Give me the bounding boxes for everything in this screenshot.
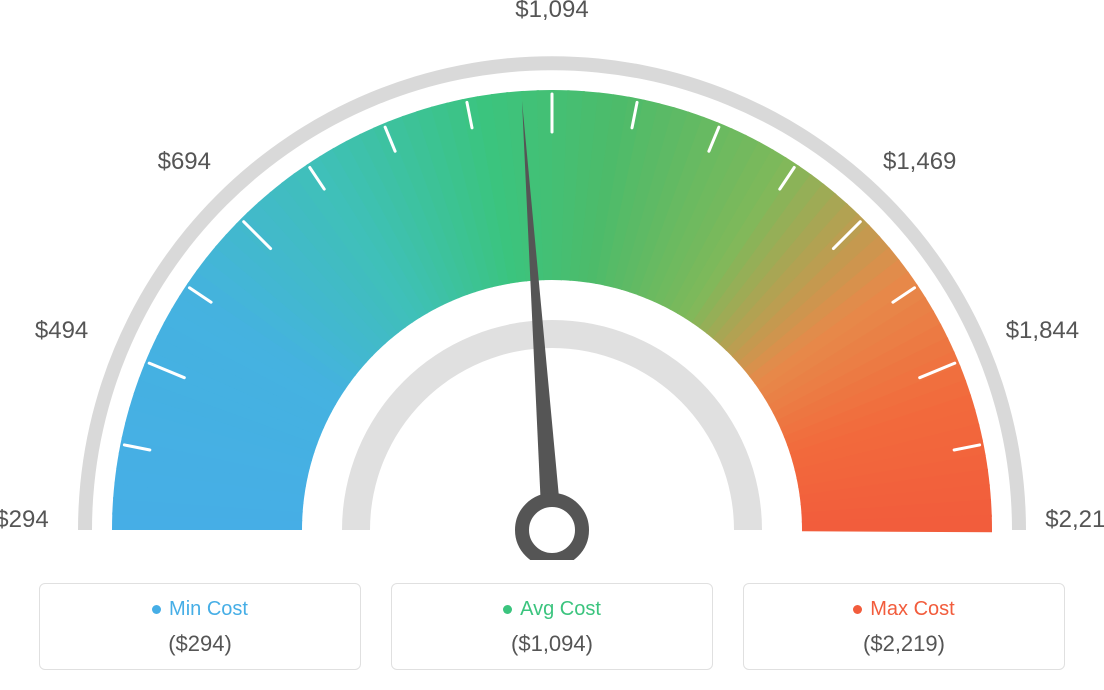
legend-box-max: Max Cost ($2,219) [743,583,1065,670]
legend-title-min: Min Cost [152,598,248,621]
legend-dot-max [853,605,862,614]
gauge-tick-label: $2,219 [1045,506,1104,534]
legend-box-min: Min Cost ($294) [39,583,361,670]
gauge-tick-label: $1,844 [1006,317,1079,345]
legend-box-avg: Avg Cost ($1,094) [391,583,713,670]
gauge-svg [0,0,1104,560]
legend-title-max: Max Cost [853,598,954,621]
legend-label-min: Min Cost [169,598,248,621]
legend-label-avg: Avg Cost [520,598,601,621]
gauge-tick-label: $1,094 [515,0,588,24]
legend-dot-min [152,605,161,614]
legend-dot-avg [503,605,512,614]
gauge-tick-label: $294 [0,506,49,534]
gauge-tick-label: $494 [35,317,88,345]
legend-value-min: ($294) [40,631,360,657]
gauge-tick-label: $1,469 [883,148,956,176]
gauge-tick-label: $694 [158,148,211,176]
legend-value-max: ($2,219) [744,631,1064,657]
legend-label-max: Max Cost [870,598,954,621]
legend-title-avg: Avg Cost [503,598,601,621]
gauge-chart: $294 $494 $694 $1,094 $1,469 $1,844 $2,219 [0,0,1104,560]
legend-row: Min Cost ($294) Avg Cost ($1,094) Max Co… [0,583,1104,670]
legend-value-avg: ($1,094) [392,631,712,657]
